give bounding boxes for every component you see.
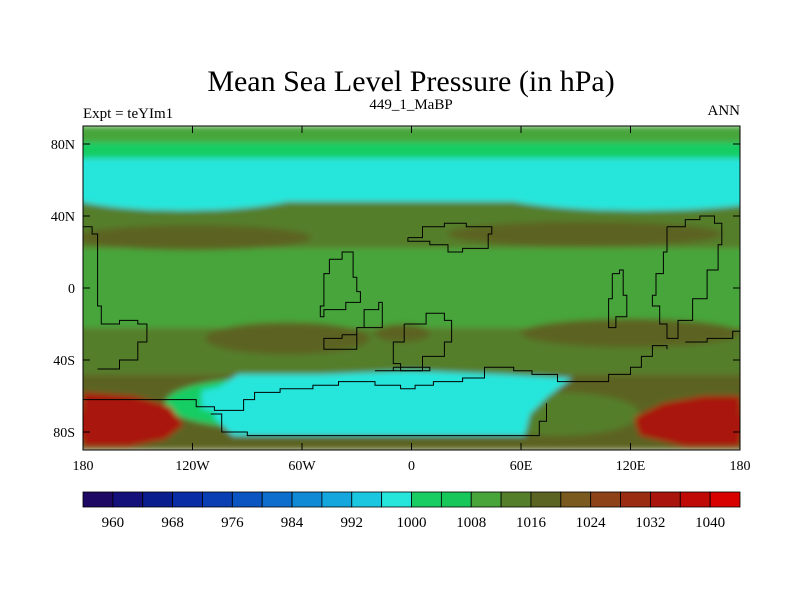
colorbar-label: 1000 [397, 515, 427, 531]
y-tick-label: 40S [53, 354, 75, 369]
coastline [323, 301, 383, 350]
colorbar-label: 960 [102, 515, 125, 531]
coastline [608, 269, 628, 329]
colorbar-label: 1024 [576, 515, 607, 531]
coastline [375, 366, 431, 372]
colorbar-swatch [112, 491, 144, 508]
x-tick-label: 120E [616, 459, 646, 474]
latitude-band [83, 248, 740, 328]
latitude-band [83, 142, 740, 159]
colorbar-swatch [261, 491, 293, 508]
pressure-region-antarctic-high-east [634, 396, 740, 447]
x-tick-label: 60E [510, 459, 533, 474]
pressure-field [83, 126, 740, 450]
x-tick-label: 180 [730, 459, 751, 474]
coastline [319, 251, 361, 318]
y-tick-label: 80S [53, 426, 75, 441]
coastline [392, 312, 453, 372]
colorbar-swatch [291, 491, 323, 508]
colorbar-swatch [321, 491, 353, 508]
colorbar-swatch [440, 491, 472, 508]
coastline [210, 403, 547, 437]
colorbar-label: 1016 [516, 515, 547, 531]
x-tick-label: 180 [73, 459, 94, 474]
y-tick-label: 80N [51, 138, 75, 153]
coastline [83, 345, 668, 411]
colorbar-label: 1040 [695, 515, 725, 531]
x-tick-label: 60W [288, 459, 316, 474]
x-tick-label: 0 [408, 459, 415, 474]
colorbar: 960 968 976 984 992 1000 1008 1016 1024 1032 1040 [82, 491, 741, 531]
colorbar-label: 1008 [456, 515, 486, 531]
colorbar-label: 976 [221, 515, 244, 531]
colorbar-label: 984 [281, 515, 304, 531]
colorbar-swatch [351, 491, 383, 508]
colorbar-swatch [530, 491, 562, 508]
run-label: 449_1_MaBP [369, 97, 452, 113]
y-tick-label: 40N [51, 210, 75, 225]
coastline [83, 226, 148, 370]
colorbar-swatch [172, 491, 203, 508]
coastline [407, 222, 493, 253]
pressure-region-antarctic-high [83, 392, 184, 447]
y-tick-label: 0 [68, 282, 75, 297]
pressure-cell [205, 322, 370, 355]
season-label: ANN [708, 103, 741, 119]
colorbar-swatch [650, 491, 681, 508]
pressure-cell [484, 167, 740, 211]
colorbar-swatch [679, 491, 711, 508]
colorbar-label: 992 [341, 515, 364, 531]
coastline [651, 215, 723, 339]
colorbar-swatch [411, 491, 442, 508]
colorbar-swatch [470, 491, 502, 508]
pressure-cell [521, 318, 740, 348]
pressure-cell [375, 324, 430, 342]
colorbar-swatch [231, 491, 263, 508]
colorbar-swatch [500, 491, 532, 508]
chart-title: Mean Sea Level Pressure (in hPa) [207, 65, 614, 98]
colorbar-swatch [381, 491, 412, 508]
colorbar-swatch [709, 491, 741, 508]
pressure-region-southern-low [201, 381, 332, 418]
experiment-label: Expt = teYIm1 [83, 106, 173, 122]
colorbar-label: 968 [161, 515, 184, 531]
colorbar-swatch [560, 491, 592, 508]
pressure-cell [448, 221, 722, 247]
axes: 180 120W 60W 0 60E 120E 180 80N 40N 0 40S 80S [51, 126, 751, 474]
latitude-band [83, 126, 740, 143]
colorbar-swatch [202, 491, 233, 508]
coastlines [83, 215, 740, 437]
colorbar-label: 1032 [635, 515, 665, 531]
colorbar-swatch [590, 491, 621, 508]
colorbar-swatch [620, 491, 651, 508]
colorbar-swatch [142, 491, 173, 508]
coastline [685, 327, 740, 343]
pressure-cell [83, 167, 312, 211]
pressure-cell [83, 225, 312, 251]
x-tick-label: 120W [175, 459, 210, 474]
colorbar-swatch [82, 491, 114, 508]
